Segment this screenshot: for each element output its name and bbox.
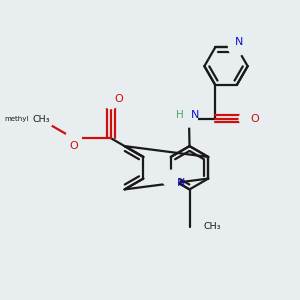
Text: N: N [235,37,243,46]
Text: O: O [250,114,259,124]
Circle shape [29,108,53,131]
Text: N: N [176,178,185,188]
Circle shape [181,110,197,127]
Text: methyl: methyl [5,116,29,122]
Text: H: H [176,110,184,120]
Text: CH₃: CH₃ [32,115,50,124]
Circle shape [239,111,255,127]
Circle shape [162,170,179,187]
Circle shape [229,39,245,56]
Text: O: O [114,94,123,104]
Text: N: N [191,110,199,120]
Circle shape [103,93,119,109]
Text: CH₃: CH₃ [203,222,221,231]
Text: O: O [69,141,78,151]
Circle shape [65,130,81,146]
